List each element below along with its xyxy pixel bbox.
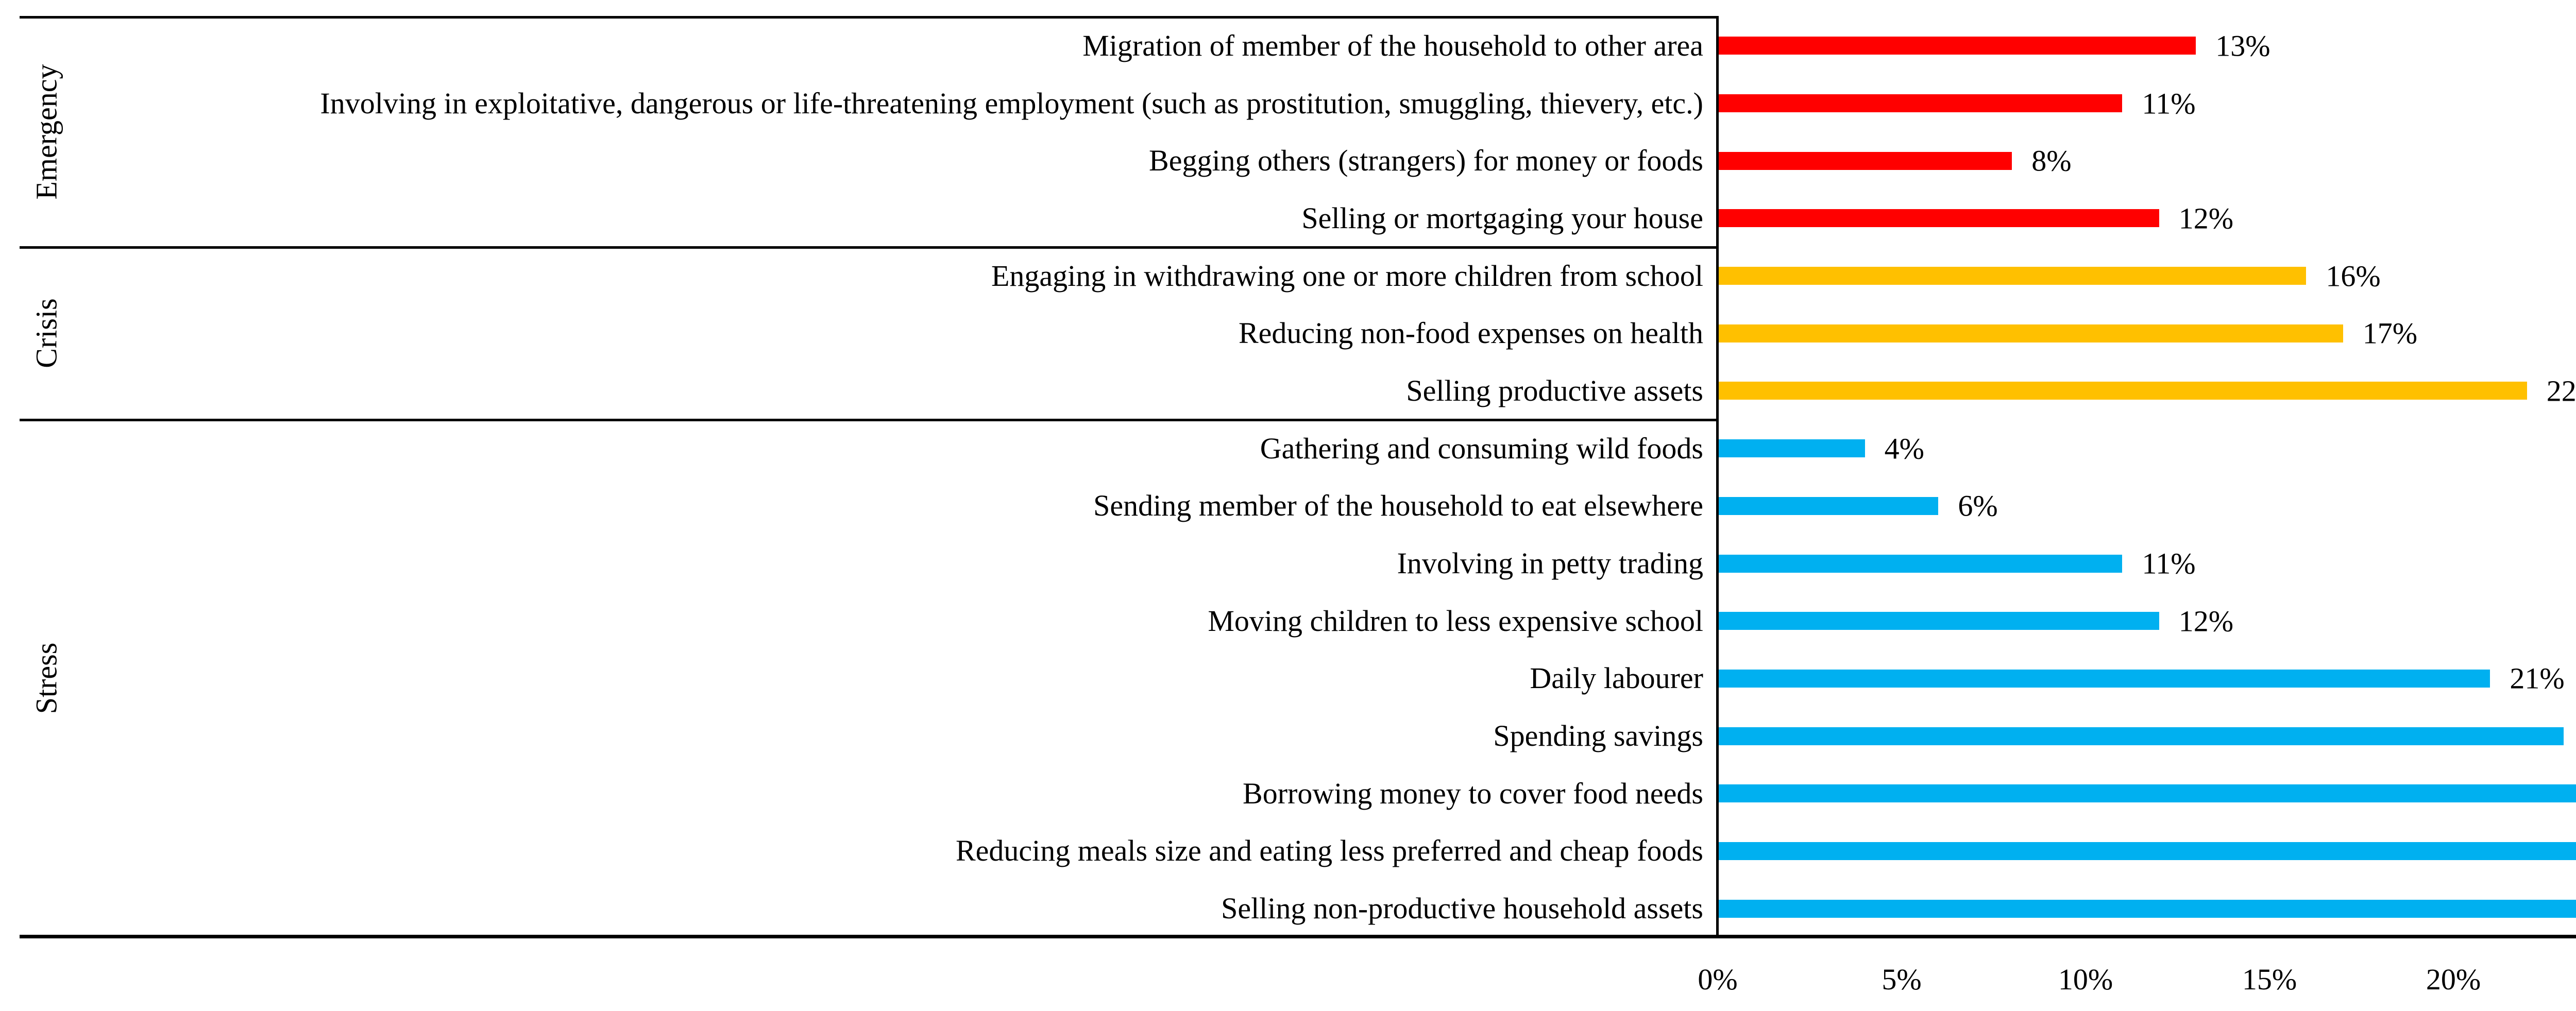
row-label: Reducing non-food expenses on health [1238,316,1703,350]
row-label: Gathering and consuming wild foods [1260,431,1703,465]
category-separator-line [20,418,1719,421]
value-label: 6% [1958,489,1998,523]
bar [1718,267,2307,285]
category-axis-line [1716,16,1719,938]
x-tick-label: 20% [2426,963,2481,996]
bar [1718,669,2490,688]
row-label: Daily labourer [1530,661,1703,695]
row-label: Begging others (strangers) for money or … [1149,144,1703,178]
plot-top-border [20,16,1719,19]
row-label: Reducing meals size and eating less pref… [955,834,1703,868]
row-label: Selling or mortgaging your house [1301,201,1703,235]
value-label: 22% [2546,374,2576,408]
row-label: Moving children to less expensive school [1208,604,1703,638]
bar [1718,842,2576,860]
value-label: 17% [2362,316,2418,350]
x-tick-label: 5% [1882,963,1922,996]
row-label: Spending savings [1493,719,1703,753]
bar [1718,439,1865,458]
row-label: Borrowing money to cover food needs [1243,776,1703,810]
bar [1718,727,2564,745]
bar [1718,37,2196,55]
bar [1718,612,2159,630]
x-tick-label: 0% [1698,963,1738,996]
value-label: 21% [2510,661,2565,695]
bar [1718,554,2123,573]
row-label: Sending member of the household to eat e… [1093,489,1703,523]
value-label: 11% [2142,546,2196,580]
x-tick-label: 15% [2242,963,2297,996]
row-label: Engaging in withdrawing one or more chil… [991,259,1703,293]
row-label: Involving in exploitative, dangerous or … [320,86,1703,120]
value-label: 8% [2031,144,2072,178]
category-separator-line [20,246,1719,249]
x-tick-label: 10% [2058,963,2113,996]
row-label: Selling productive assets [1406,374,1703,408]
category-label-stress: Stress [29,643,63,714]
value-label: 11% [2142,87,2196,121]
value-axis-baseline [20,935,2576,938]
row-label: Involving in petty trading [1397,546,1703,580]
row-label: Selling non-productive household assets [1221,892,1703,926]
category-label-crisis: Crisis [29,298,63,368]
value-label: 12% [2178,201,2234,235]
bar [1718,151,2012,170]
bar [1718,496,1939,515]
bar [1718,899,2576,918]
row-label: Migration of member of the household to … [1082,28,1703,62]
value-label: 12% [2178,604,2234,638]
bar [1718,784,2576,803]
bar [1718,324,2343,342]
bar [1718,94,2123,113]
bar [1718,382,2527,400]
bar [1718,209,2159,228]
value-label: 4% [1884,432,1924,466]
value-label: 16% [2326,259,2381,293]
value-label: 13% [2215,29,2270,63]
category-label-emergency: Emergency [29,64,63,200]
